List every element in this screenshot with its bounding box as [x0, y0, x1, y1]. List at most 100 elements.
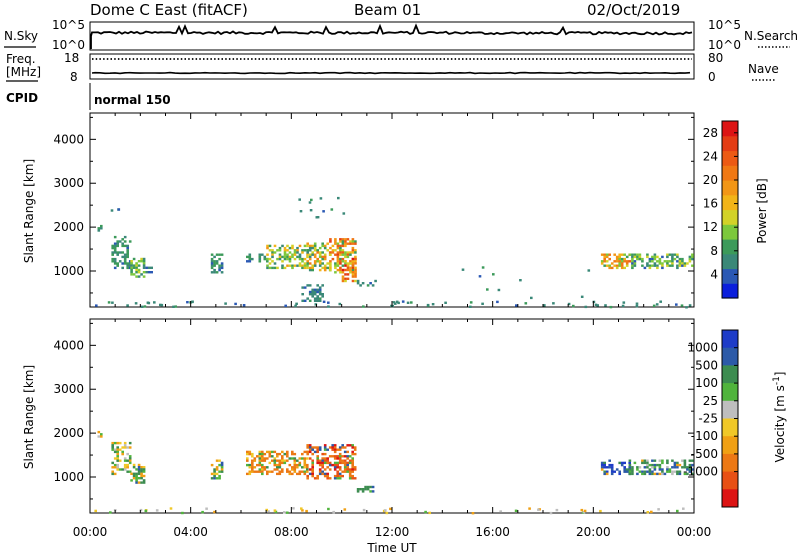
rti-cell — [336, 474, 339, 478]
rti-cell — [496, 300, 499, 304]
rti-cell — [303, 249, 307, 252]
rti-cell — [111, 257, 114, 261]
rti-cell — [286, 244, 289, 248]
rti-cell — [308, 201, 312, 204]
rti-cell — [210, 253, 214, 256]
rti-cell — [323, 257, 327, 261]
rti-cell — [318, 260, 322, 263]
rti-cell — [658, 466, 662, 469]
colorbar-tick-label: 16 — [703, 197, 718, 211]
rti-cell — [444, 301, 447, 304]
rti-cell — [333, 446, 337, 449]
rti-cell — [126, 249, 129, 252]
rti-cell — [653, 468, 657, 471]
rti-cell — [174, 305, 177, 308]
rti-cell — [215, 466, 219, 469]
rti-cell — [384, 509, 387, 512]
rti-cell — [123, 463, 127, 467]
rti-cell — [615, 266, 619, 270]
rti-cell — [628, 472, 632, 476]
power-colorbar: 4 8 12 16 20 24 28 Power [dB] — [703, 120, 769, 299]
rti-cell — [296, 463, 299, 467]
rti-cell — [336, 262, 340, 265]
rti-cell — [286, 450, 289, 454]
rti-cell — [623, 466, 626, 469]
rti-cell — [318, 448, 322, 451]
rti-cell — [514, 509, 518, 512]
rti-cell — [318, 470, 322, 473]
rti-cell — [676, 472, 679, 476]
rti-cell — [329, 266, 332, 270]
rti-cell — [673, 463, 677, 467]
rti-cell — [353, 468, 357, 471]
rti-cell — [251, 466, 254, 469]
rti-cell — [519, 279, 522, 282]
rti-cell — [309, 209, 313, 212]
rti-cell — [301, 251, 304, 254]
rti-cell — [329, 240, 332, 243]
rti-cell — [344, 238, 347, 241]
rti-cell — [266, 257, 269, 261]
rti-cell — [339, 249, 342, 252]
rti-cell — [292, 507, 295, 510]
rti-cell — [331, 244, 335, 248]
rti-cell — [128, 264, 132, 267]
rti-cell — [641, 470, 644, 473]
power-ylabel: Slant Range [km] — [22, 159, 36, 263]
rti-cell — [323, 452, 327, 456]
rti-cell — [303, 459, 307, 462]
cpid-value: normal 150 — [94, 93, 171, 107]
rti-cell — [676, 466, 679, 469]
rti-cell — [346, 466, 349, 469]
rti-cell — [278, 253, 282, 256]
rti-cell — [278, 249, 282, 252]
rti-cell — [326, 477, 329, 480]
rti-cell — [291, 457, 294, 460]
rti-cell — [349, 266, 352, 269]
rti-cell — [123, 457, 127, 460]
rti-cell — [613, 253, 616, 256]
power-panel: 1000 2000 3000 4000 Slant Range [km] — [22, 112, 695, 309]
rti-cell — [656, 255, 659, 259]
rti-cell — [113, 472, 117, 476]
rti-cell — [111, 461, 114, 465]
rti-cell — [126, 253, 129, 256]
rti-cell — [316, 260, 319, 263]
rti-cell — [135, 468, 138, 471]
rti-cell — [668, 260, 672, 263]
rti-cell — [323, 457, 327, 460]
colorbar-tick-label: 24 — [703, 149, 718, 163]
rti-cell — [268, 262, 272, 265]
colorbar-swatch — [722, 121, 738, 137]
rti-cell — [636, 468, 639, 471]
rti-cell — [111, 301, 114, 304]
rti-cell — [253, 457, 257, 460]
rti-cell — [344, 273, 347, 276]
rti-cell — [661, 262, 664, 265]
rti-cell — [186, 301, 189, 304]
rti-cell — [220, 262, 224, 265]
rti-cell — [603, 257, 606, 261]
rti-cell — [349, 268, 352, 272]
rti-cell — [683, 459, 687, 462]
rti-cell — [248, 463, 252, 467]
rti-cell — [118, 468, 122, 471]
rti-cell — [668, 470, 672, 473]
rti-cell — [311, 461, 314, 465]
rti-cell — [130, 262, 133, 265]
rti-cell — [293, 257, 297, 261]
rti-cell — [137, 463, 141, 467]
rti-cell — [311, 288, 314, 291]
rti-cell — [618, 461, 621, 465]
rti-cell — [218, 264, 221, 267]
rti-cell — [646, 255, 649, 259]
rti-cell — [349, 271, 352, 274]
rti-cell — [313, 264, 317, 267]
rti-cell — [267, 510, 270, 513]
rti-cell — [140, 477, 143, 480]
rti-cell — [293, 253, 297, 256]
y-tick-label: 2000 — [53, 220, 84, 234]
colorbar-swatch — [722, 224, 738, 240]
rti-cell — [636, 466, 639, 469]
rti-cell — [266, 260, 269, 263]
